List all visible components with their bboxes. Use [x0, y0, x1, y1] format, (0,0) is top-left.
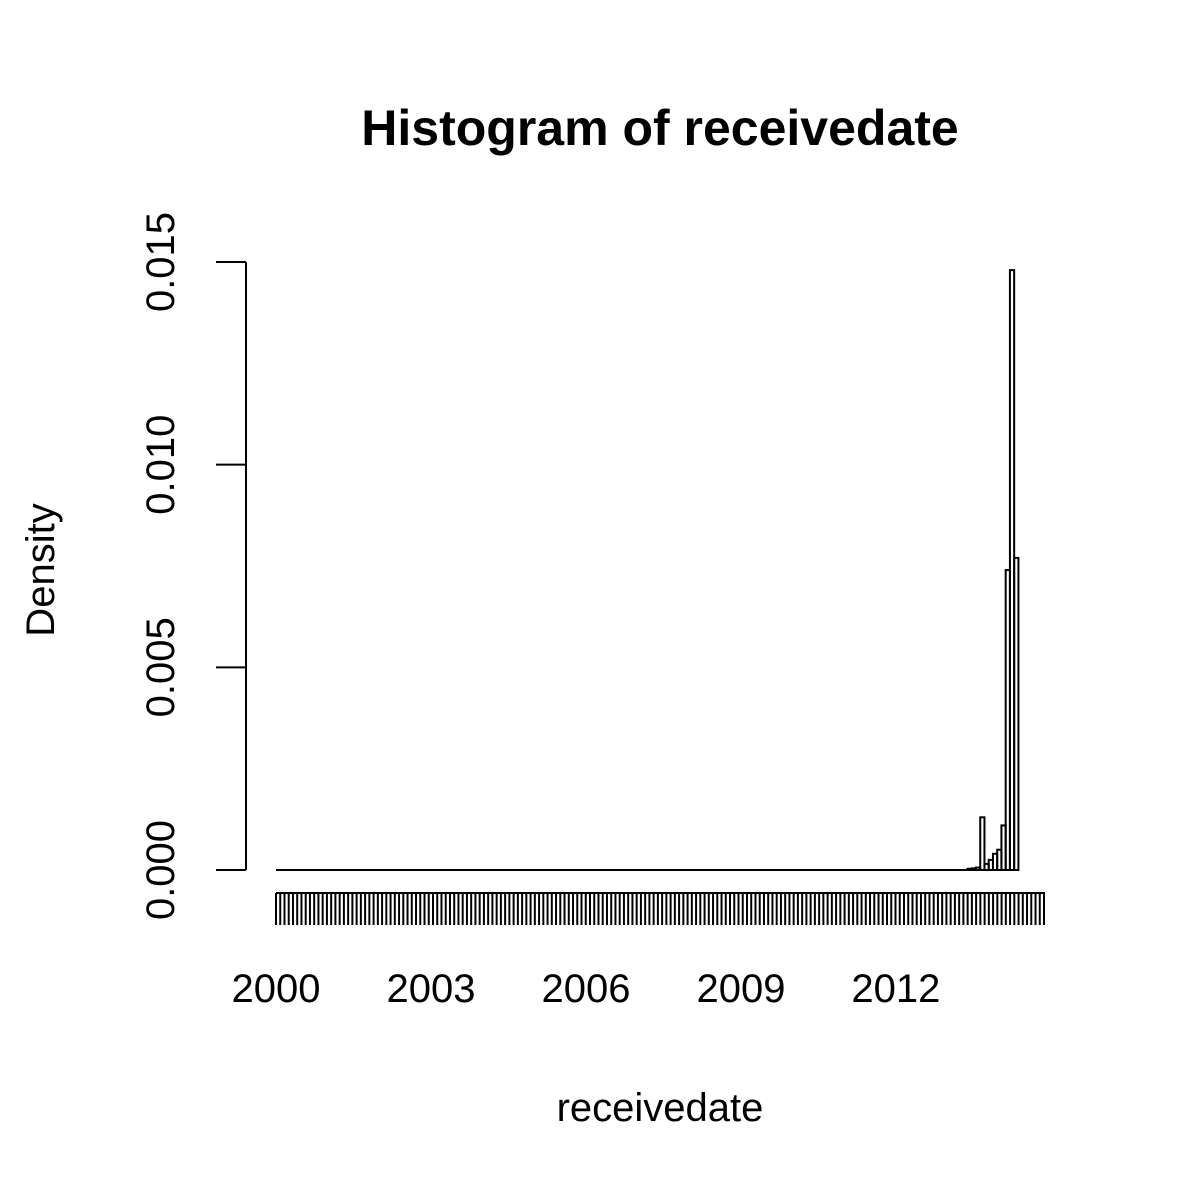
histogram-bar	[1013, 556, 1020, 871]
y-tick-label: 0.005	[139, 617, 183, 717]
y-axis: 0.000 0.005 0.010 0.015	[139, 212, 247, 920]
y-axis-label: Density	[19, 503, 63, 636]
x-tick-label: 2009	[697, 967, 786, 1011]
y-tick-label: 0.015	[139, 212, 183, 312]
x-tick-label: 2000	[232, 967, 321, 1011]
x-axis: 2000 2003 2006 2009 2012	[232, 967, 941, 1011]
chart-title: Histogram of receivedate	[361, 100, 958, 156]
histogram-bar	[979, 816, 986, 871]
y-tick-label: 0.010	[139, 415, 183, 515]
rug-marks	[275, 892, 1046, 925]
x-axis-label: receivedate	[557, 1086, 764, 1130]
x-tick-label: 2003	[387, 967, 476, 1011]
x-tick-label: 2012	[851, 967, 940, 1011]
x-tick-label: 2006	[542, 967, 631, 1011]
histogram-bars	[276, 269, 1020, 872]
y-tick-label: 0.000	[139, 820, 183, 920]
